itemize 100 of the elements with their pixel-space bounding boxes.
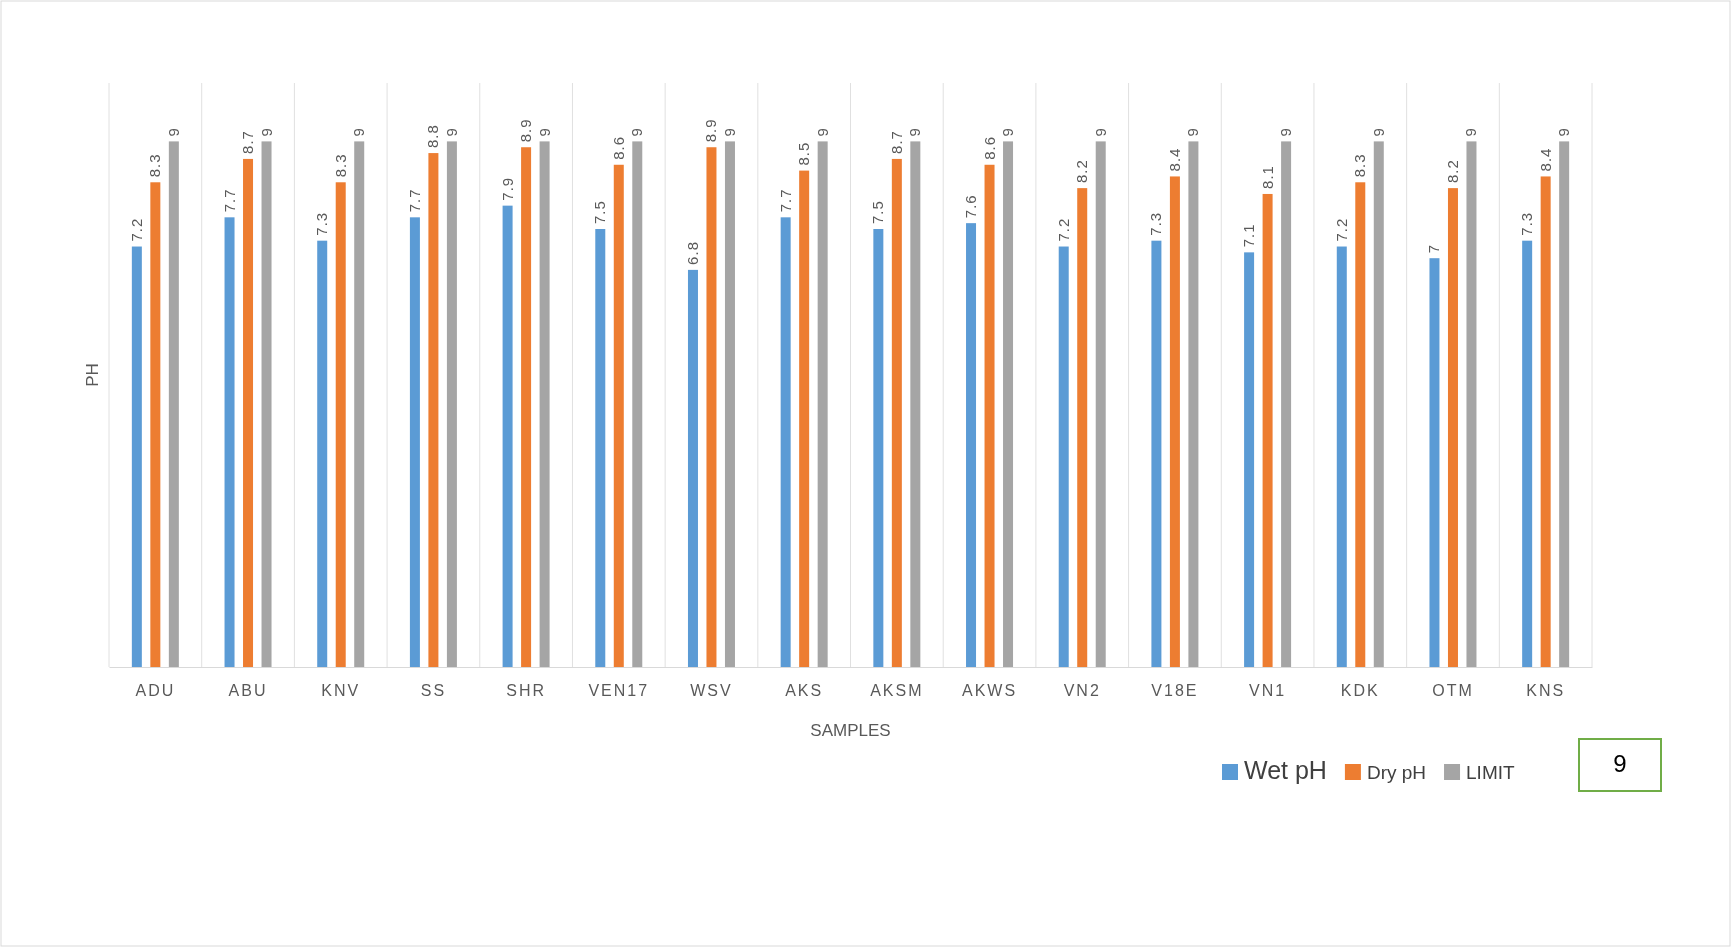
data-label: 9	[999, 127, 1017, 137]
bar	[1466, 141, 1477, 667]
bar	[1169, 176, 1180, 667]
data-label: 8.6	[980, 135, 998, 160]
bar	[613, 164, 624, 667]
data-label: 8.4	[1165, 147, 1183, 172]
bar	[891, 158, 902, 667]
bar	[799, 170, 810, 667]
x-axis-title: SAMPLES	[810, 721, 891, 740]
data-label: 8.2	[1073, 159, 1091, 184]
x-tick-label: WSV	[690, 682, 733, 700]
text: 9	[1613, 750, 1627, 777]
bar	[1262, 193, 1273, 667]
bar	[1281, 141, 1292, 667]
x-tick-label: ADU	[135, 682, 176, 700]
data-label: 7.7	[405, 188, 423, 213]
x-tick-label: AKS	[785, 682, 824, 700]
legend-label: Wet pH	[1244, 756, 1327, 784]
bar	[1559, 141, 1570, 667]
data-label: 7.3	[313, 211, 331, 236]
data-label: 9	[628, 127, 646, 137]
bar	[984, 164, 995, 667]
data-label: 7.1	[1240, 223, 1258, 248]
data-label: 9	[1555, 127, 1573, 137]
data-label: 8.7	[887, 130, 905, 154]
bar	[966, 223, 977, 667]
data-label: 7.2	[1054, 217, 1072, 242]
data-label: 8.5	[795, 141, 813, 166]
bar	[910, 141, 921, 667]
data-label: 6.8	[683, 241, 701, 265]
legend-label: LIMIT	[1466, 762, 1515, 783]
bar	[335, 182, 346, 667]
data-label: 8.3	[1351, 153, 1369, 178]
data-label: 9	[535, 127, 553, 137]
data-label: 7.5	[591, 200, 609, 224]
bar	[224, 217, 235, 667]
data-label: 8.7	[239, 130, 257, 154]
data-label: 7.2	[1332, 217, 1350, 242]
bar	[168, 141, 179, 667]
data-label: 8.9	[702, 118, 720, 143]
x-tick-label: AKWS	[961, 682, 1018, 700]
x-tick-label: KNS	[1526, 682, 1566, 700]
data-label: 9	[906, 127, 924, 137]
y-axis-title: PH	[83, 363, 102, 387]
bar	[409, 217, 420, 667]
x-tick-label: SHR	[506, 682, 546, 700]
data-label: 9	[1091, 127, 1109, 137]
bar	[873, 229, 884, 667]
x-tick-label: OTM	[1432, 682, 1474, 700]
data-label: 9	[257, 127, 275, 137]
bar	[502, 205, 513, 667]
x-tick-label: V18E	[1151, 682, 1199, 700]
bar	[1077, 188, 1088, 667]
bar	[706, 147, 717, 667]
data-label: 9	[1369, 127, 1387, 137]
data-label: 9	[350, 127, 368, 137]
bar	[539, 141, 550, 667]
x-tick-label: ABU	[228, 682, 268, 700]
bar	[428, 153, 439, 667]
data-label: 9	[1277, 127, 1295, 137]
bar	[446, 141, 457, 667]
data-label: 8.3	[146, 153, 164, 178]
bar	[317, 240, 328, 667]
x-tick-label: KNV	[321, 682, 361, 700]
bar	[1429, 258, 1440, 667]
bar	[354, 141, 365, 667]
data-label: 7.7	[776, 188, 794, 213]
data-label: 8.8	[424, 124, 442, 149]
bar	[817, 141, 828, 667]
data-label: 7.5	[869, 200, 887, 224]
bar	[261, 141, 272, 667]
x-tick-label: VN1	[1249, 682, 1287, 700]
bar	[595, 229, 606, 667]
data-label: 9	[164, 127, 182, 137]
data-label: 7.7	[220, 188, 238, 213]
bar	[150, 182, 161, 667]
x-tick-label: AKSM	[870, 682, 924, 700]
x-tick-label: KDK	[1340, 682, 1380, 700]
data-label: 7.6	[962, 194, 980, 219]
data-label: 7.2	[127, 217, 145, 242]
data-label: 8.3	[331, 153, 349, 178]
bar	[1151, 240, 1162, 667]
data-label: 9	[720, 127, 738, 137]
bar	[687, 269, 698, 667]
bar	[780, 217, 791, 667]
bar	[1355, 182, 1366, 667]
bar	[1540, 176, 1551, 667]
bar	[724, 141, 735, 667]
data-label: 8.4	[1536, 147, 1554, 172]
x-tick-label: SS	[420, 682, 447, 700]
legend-label: Dry pH	[1366, 762, 1427, 783]
bar	[1095, 141, 1106, 667]
bar	[1244, 252, 1255, 667]
data-label: 7.3	[1518, 211, 1536, 236]
data-label: 7.3	[1147, 211, 1165, 236]
bar	[1003, 141, 1014, 667]
data-label: 7	[1425, 243, 1443, 254]
bar	[632, 141, 643, 667]
bar	[131, 246, 142, 667]
bar	[1336, 246, 1347, 667]
